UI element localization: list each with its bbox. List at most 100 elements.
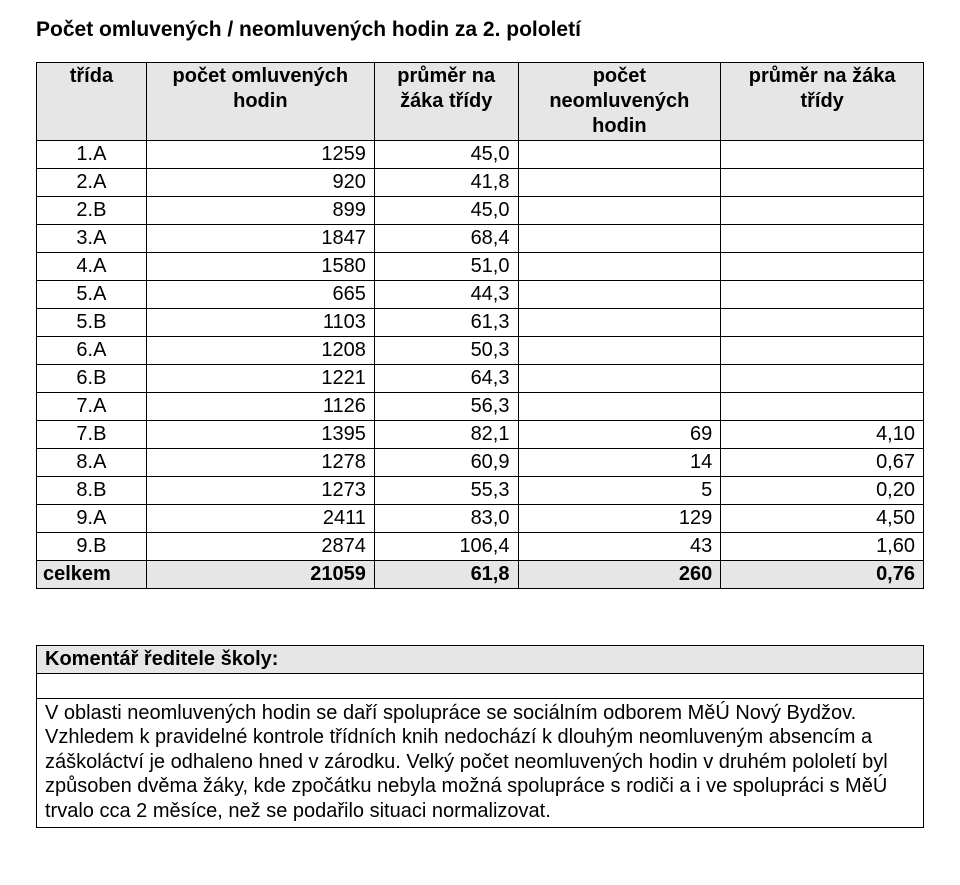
col-header-class: třída (37, 63, 147, 141)
cell (721, 225, 924, 253)
cell: 50,3 (374, 337, 518, 365)
cell: 61,3 (374, 309, 518, 337)
col-header-avg2: průměr na žáka třídy (721, 63, 924, 141)
table-row: 4.A158051,0 (37, 253, 924, 281)
total-cell: 21059 (146, 561, 374, 589)
table-row: 3.A184768,4 (37, 225, 924, 253)
table-row: 9.A241183,01294,50 (37, 505, 924, 533)
cell (518, 197, 721, 225)
cell (518, 141, 721, 169)
cell: 1580 (146, 253, 374, 281)
total-cell: 0,76 (721, 561, 924, 589)
cell: 2.A (37, 169, 147, 197)
absence-table: třída počet omluvených hodin průměr na ž… (36, 62, 924, 589)
cell (518, 169, 721, 197)
cell: 82,1 (374, 421, 518, 449)
comment-header: Komentář ředitele školy: (37, 646, 923, 674)
col-header-unexcused: počet neomluvených hodin (518, 63, 721, 141)
cell: 69 (518, 421, 721, 449)
cell (518, 337, 721, 365)
cell: 899 (146, 197, 374, 225)
cell (518, 393, 721, 421)
cell: 920 (146, 169, 374, 197)
cell: 1273 (146, 477, 374, 505)
cell: 4.A (37, 253, 147, 281)
cell (721, 309, 924, 337)
table-row: 2.B89945,0 (37, 197, 924, 225)
cell: 45,0 (374, 141, 518, 169)
cell: 43 (518, 533, 721, 561)
cell: 64,3 (374, 365, 518, 393)
cell: 6.A (37, 337, 147, 365)
cell: 665 (146, 281, 374, 309)
cell (721, 365, 924, 393)
table-row: 8.A127860,9140,67 (37, 449, 924, 477)
comment-box: Komentář ředitele školy: V oblasti neoml… (36, 645, 924, 828)
table-row: 9.B2874106,4431,60 (37, 533, 924, 561)
cell: 2.B (37, 197, 147, 225)
cell: 7.A (37, 393, 147, 421)
cell: 6.B (37, 365, 147, 393)
table-row: 5.A66544,3 (37, 281, 924, 309)
cell: 0,67 (721, 449, 924, 477)
cell (721, 337, 924, 365)
cell: 4,10 (721, 421, 924, 449)
cell (721, 197, 924, 225)
cell (518, 365, 721, 393)
cell: 1395 (146, 421, 374, 449)
total-cell: 260 (518, 561, 721, 589)
total-cell: 61,8 (374, 561, 518, 589)
table-row: 6.A120850,3 (37, 337, 924, 365)
cell: 41,8 (374, 169, 518, 197)
cell: 3.A (37, 225, 147, 253)
table-header-row: třída počet omluvených hodin průměr na ž… (37, 63, 924, 141)
cell: 1.A (37, 141, 147, 169)
cell: 5.B (37, 309, 147, 337)
cell (721, 281, 924, 309)
col-header-excused: počet omluvených hodin (146, 63, 374, 141)
col-header-avg1: průměr na žáka třídy (374, 63, 518, 141)
cell: 2411 (146, 505, 374, 533)
cell (721, 393, 924, 421)
cell: 1126 (146, 393, 374, 421)
table-row: 8.B127355,350,20 (37, 477, 924, 505)
table-row: 5.B110361,3 (37, 309, 924, 337)
cell: 44,3 (374, 281, 518, 309)
cell: 1208 (146, 337, 374, 365)
cell (518, 253, 721, 281)
cell (721, 169, 924, 197)
cell: 8.B (37, 477, 147, 505)
comment-gap (37, 674, 923, 699)
table-row: 2.A92041,8 (37, 169, 924, 197)
cell: 4,50 (721, 505, 924, 533)
page-title: Počet omluvených / neomluvených hodin za… (36, 18, 924, 42)
cell: 8.A (37, 449, 147, 477)
cell (518, 225, 721, 253)
cell: 9.B (37, 533, 147, 561)
cell: 60,9 (374, 449, 518, 477)
comment-body: V oblasti neomluvených hodin se daří spo… (37, 699, 923, 827)
table-row: 1.A125945,0 (37, 141, 924, 169)
cell: 5.A (37, 281, 147, 309)
cell: 1259 (146, 141, 374, 169)
table-row: 7.A112656,3 (37, 393, 924, 421)
cell: 2874 (146, 533, 374, 561)
cell: 56,3 (374, 393, 518, 421)
cell: 1278 (146, 449, 374, 477)
cell: 83,0 (374, 505, 518, 533)
cell: 129 (518, 505, 721, 533)
cell (721, 253, 924, 281)
table-row: 7.B139582,1694,10 (37, 421, 924, 449)
total-cell: celkem (37, 561, 147, 589)
cell: 106,4 (374, 533, 518, 561)
cell: 51,0 (374, 253, 518, 281)
cell: 1,60 (721, 533, 924, 561)
cell (518, 309, 721, 337)
cell: 9.A (37, 505, 147, 533)
cell: 55,3 (374, 477, 518, 505)
cell (721, 141, 924, 169)
table-row: 6.B122164,3 (37, 365, 924, 393)
cell: 5 (518, 477, 721, 505)
cell: 14 (518, 449, 721, 477)
table-total-row: celkem2105961,82600,76 (37, 561, 924, 589)
